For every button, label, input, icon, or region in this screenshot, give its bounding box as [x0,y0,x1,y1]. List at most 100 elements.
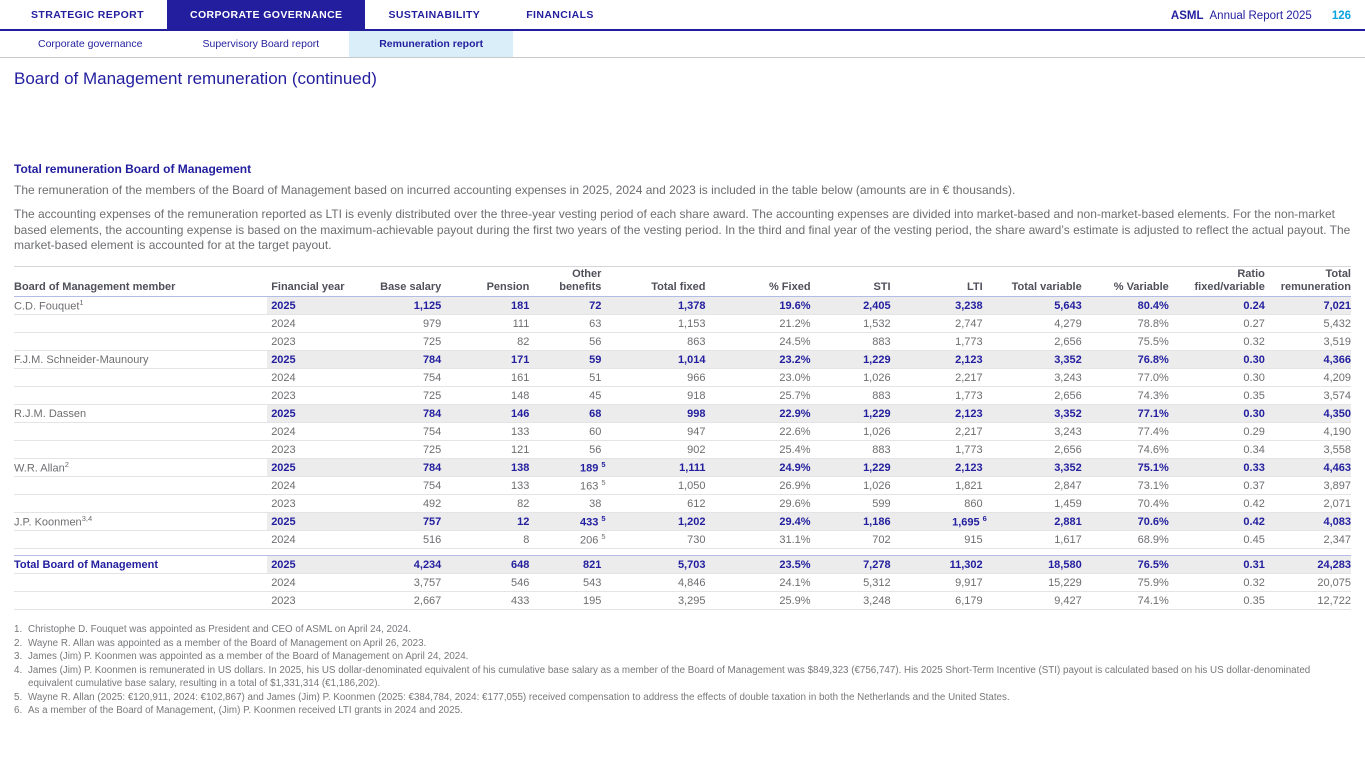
value-cell: 1,125 [347,296,442,315]
column-header: Other benefits [559,268,602,293]
value-cell: 725 [422,335,442,348]
value-cell: 22.6% [779,425,811,438]
member-rows: C.D. Fouquet1 2025 1,125 181 72 1,378 19.6% 2,4… [14,296,1351,549]
value-cell: 24.9% [705,458,811,477]
value-cell: 1,459 [1054,497,1082,510]
value-cell: 72 [529,296,602,315]
value-cell: 4,463 [1264,458,1351,477]
value-cell: 80.4% [1081,296,1169,315]
value-cell: 11,302 [890,555,983,574]
value-cell: 2,405 [810,296,891,315]
value-cell: 821 [529,555,602,574]
value-cell: 2,656 [1054,335,1082,348]
value-cell: 3,295 [677,594,706,607]
value-cell: 148 [511,389,530,402]
value-cell: 754 [422,425,442,438]
value-cell: 23.5% [705,555,811,574]
value-cell: 2,217 [955,371,983,384]
value-cell: 2,667 [413,594,442,607]
value-cell: 74.6% [1137,443,1169,456]
value-cell: 754 [422,479,442,492]
member-cell [14,574,267,592]
table-row: 2023 725 82 56 863 24.5% 883 1,773 2,656 75.5% 0.3… [14,333,1351,351]
table-row: F.J.M. Schneider-Maunoury 2025 784 171 59 1,0… [14,350,1351,369]
value-cell: 1,026 [863,425,891,438]
value-cell: 181 [441,296,530,315]
value-cell: 3,519 [1323,335,1351,348]
value-cell: 3,897 [1323,479,1351,492]
value-cell: 4,279 [1054,317,1082,330]
value-cell: 757 [347,512,442,531]
tab-sustainability[interactable]: SUSTAINABILITY [388,8,481,21]
value-cell: 75.9% [1137,576,1169,589]
member-cell [14,477,267,495]
value-cell: 883 [872,335,891,348]
value-cell: 1,229 [810,404,891,423]
footnote: 5. Wayne R. Allan (2025: €120,911, 2024: … [14,691,1010,703]
subtab-remuneration-report[interactable]: Remuneration report [349,31,514,57]
value-cell: 0.24 [1168,296,1265,315]
table-row: 2023 725 121 56 902 25.4% 883 1,773 2,656 74.6% 0.… [14,441,1351,459]
value-cell: 70.6% [1081,512,1169,531]
value-cell: 77.1% [1081,404,1169,423]
value-cell: 784 [347,404,442,423]
member-cell [14,387,267,405]
column-header: Base salary [380,280,442,293]
value-cell: 195 [583,594,602,607]
table-row: Total Board of Management 2025 4,234 648 821… [14,555,1351,574]
value-cell: 59 [529,350,602,369]
value-cell: 2,217 [955,425,983,438]
year-cell: 2024 [271,576,296,589]
footnote: 6. As a member of the Board of Management… [14,705,463,717]
table-row: 2023 2,667 433 195 3,295 25.9% 3,248 6,179 9,427… [14,592,1351,610]
value-cell: 1,202 [601,512,706,531]
value-cell: 7,278 [810,555,891,574]
value-cell: 18,580 [982,555,1082,574]
member-cell [14,531,267,549]
tab-corporate-governance[interactable]: CORPORATE GOVERNANCE [166,0,366,29]
member-cell [14,441,267,459]
value-cell: 0.42 [1168,512,1265,531]
column-header: Total fixed [651,280,706,293]
subtab-corporate-governance[interactable]: Corporate governance [38,38,143,50]
column-header: Board of Management member [14,280,176,293]
year-cell: 2025 [267,458,348,477]
value-cell: 26.9% [779,479,811,492]
value-cell: 24.1% [779,576,811,589]
total-rows: Total Board of Management 2025 4,234 648 821… [14,555,1351,610]
value-cell: 12,722 [1317,594,1351,607]
table-row: 2024 754 133 163 5 1,050 26.9% 1,026 1,821 2,847 7… [14,477,1351,495]
value-cell: 1,229 [810,350,891,369]
member-cell: W.R. Allan2 [14,460,69,476]
value-cell: 77.0% [1137,371,1169,384]
value-cell: 4,083 [1264,512,1351,531]
value-cell: 0.30 [1168,350,1265,369]
value-cell: 4,209 [1323,371,1351,384]
value-cell: 1,026 [863,479,891,492]
year-cell: 2023 [271,443,296,456]
value-cell: 8 [523,533,530,546]
value-cell: 0.37 [1243,479,1265,492]
value-cell: 23.2% [705,350,811,369]
value-cell: 189 5 [529,458,606,477]
value-cell: 75.1% [1081,458,1169,477]
value-cell: 9,917 [955,576,983,589]
tab-strategic-report[interactable]: STRATEGIC REPORT [31,8,144,21]
member-cell [14,495,267,513]
value-cell: 161 [511,371,530,384]
value-cell: 1,695 6 [890,512,987,531]
member-cell [14,423,267,441]
remuneration-table: Board of Management member Financial year… [14,266,1351,610]
table-row: 2024 516 8 206 5 730 31.1% 702 915 1,617 68.9% 0.45… [14,531,1351,549]
table-row: J.P. Koonmen3,4 2025 757 12 433 5 1,202 29.4% 1,… [14,512,1351,531]
value-cell: 998 [601,404,706,423]
member-cell: Total Board of Management [14,558,159,571]
tab-financials[interactable]: FINANCIALS [526,8,594,21]
subtab-supervisory-board-report[interactable]: Supervisory Board report [202,38,320,50]
value-cell: 725 [422,443,442,456]
value-cell: 146 [441,404,530,423]
value-cell: 60 [589,425,602,438]
value-cell: 74.1% [1137,594,1169,607]
table-row: R.J.M. Dassen 2025 784 146 68 998 22.9% 1,229 2,… [14,404,1351,423]
value-cell: 3,238 [890,296,983,315]
